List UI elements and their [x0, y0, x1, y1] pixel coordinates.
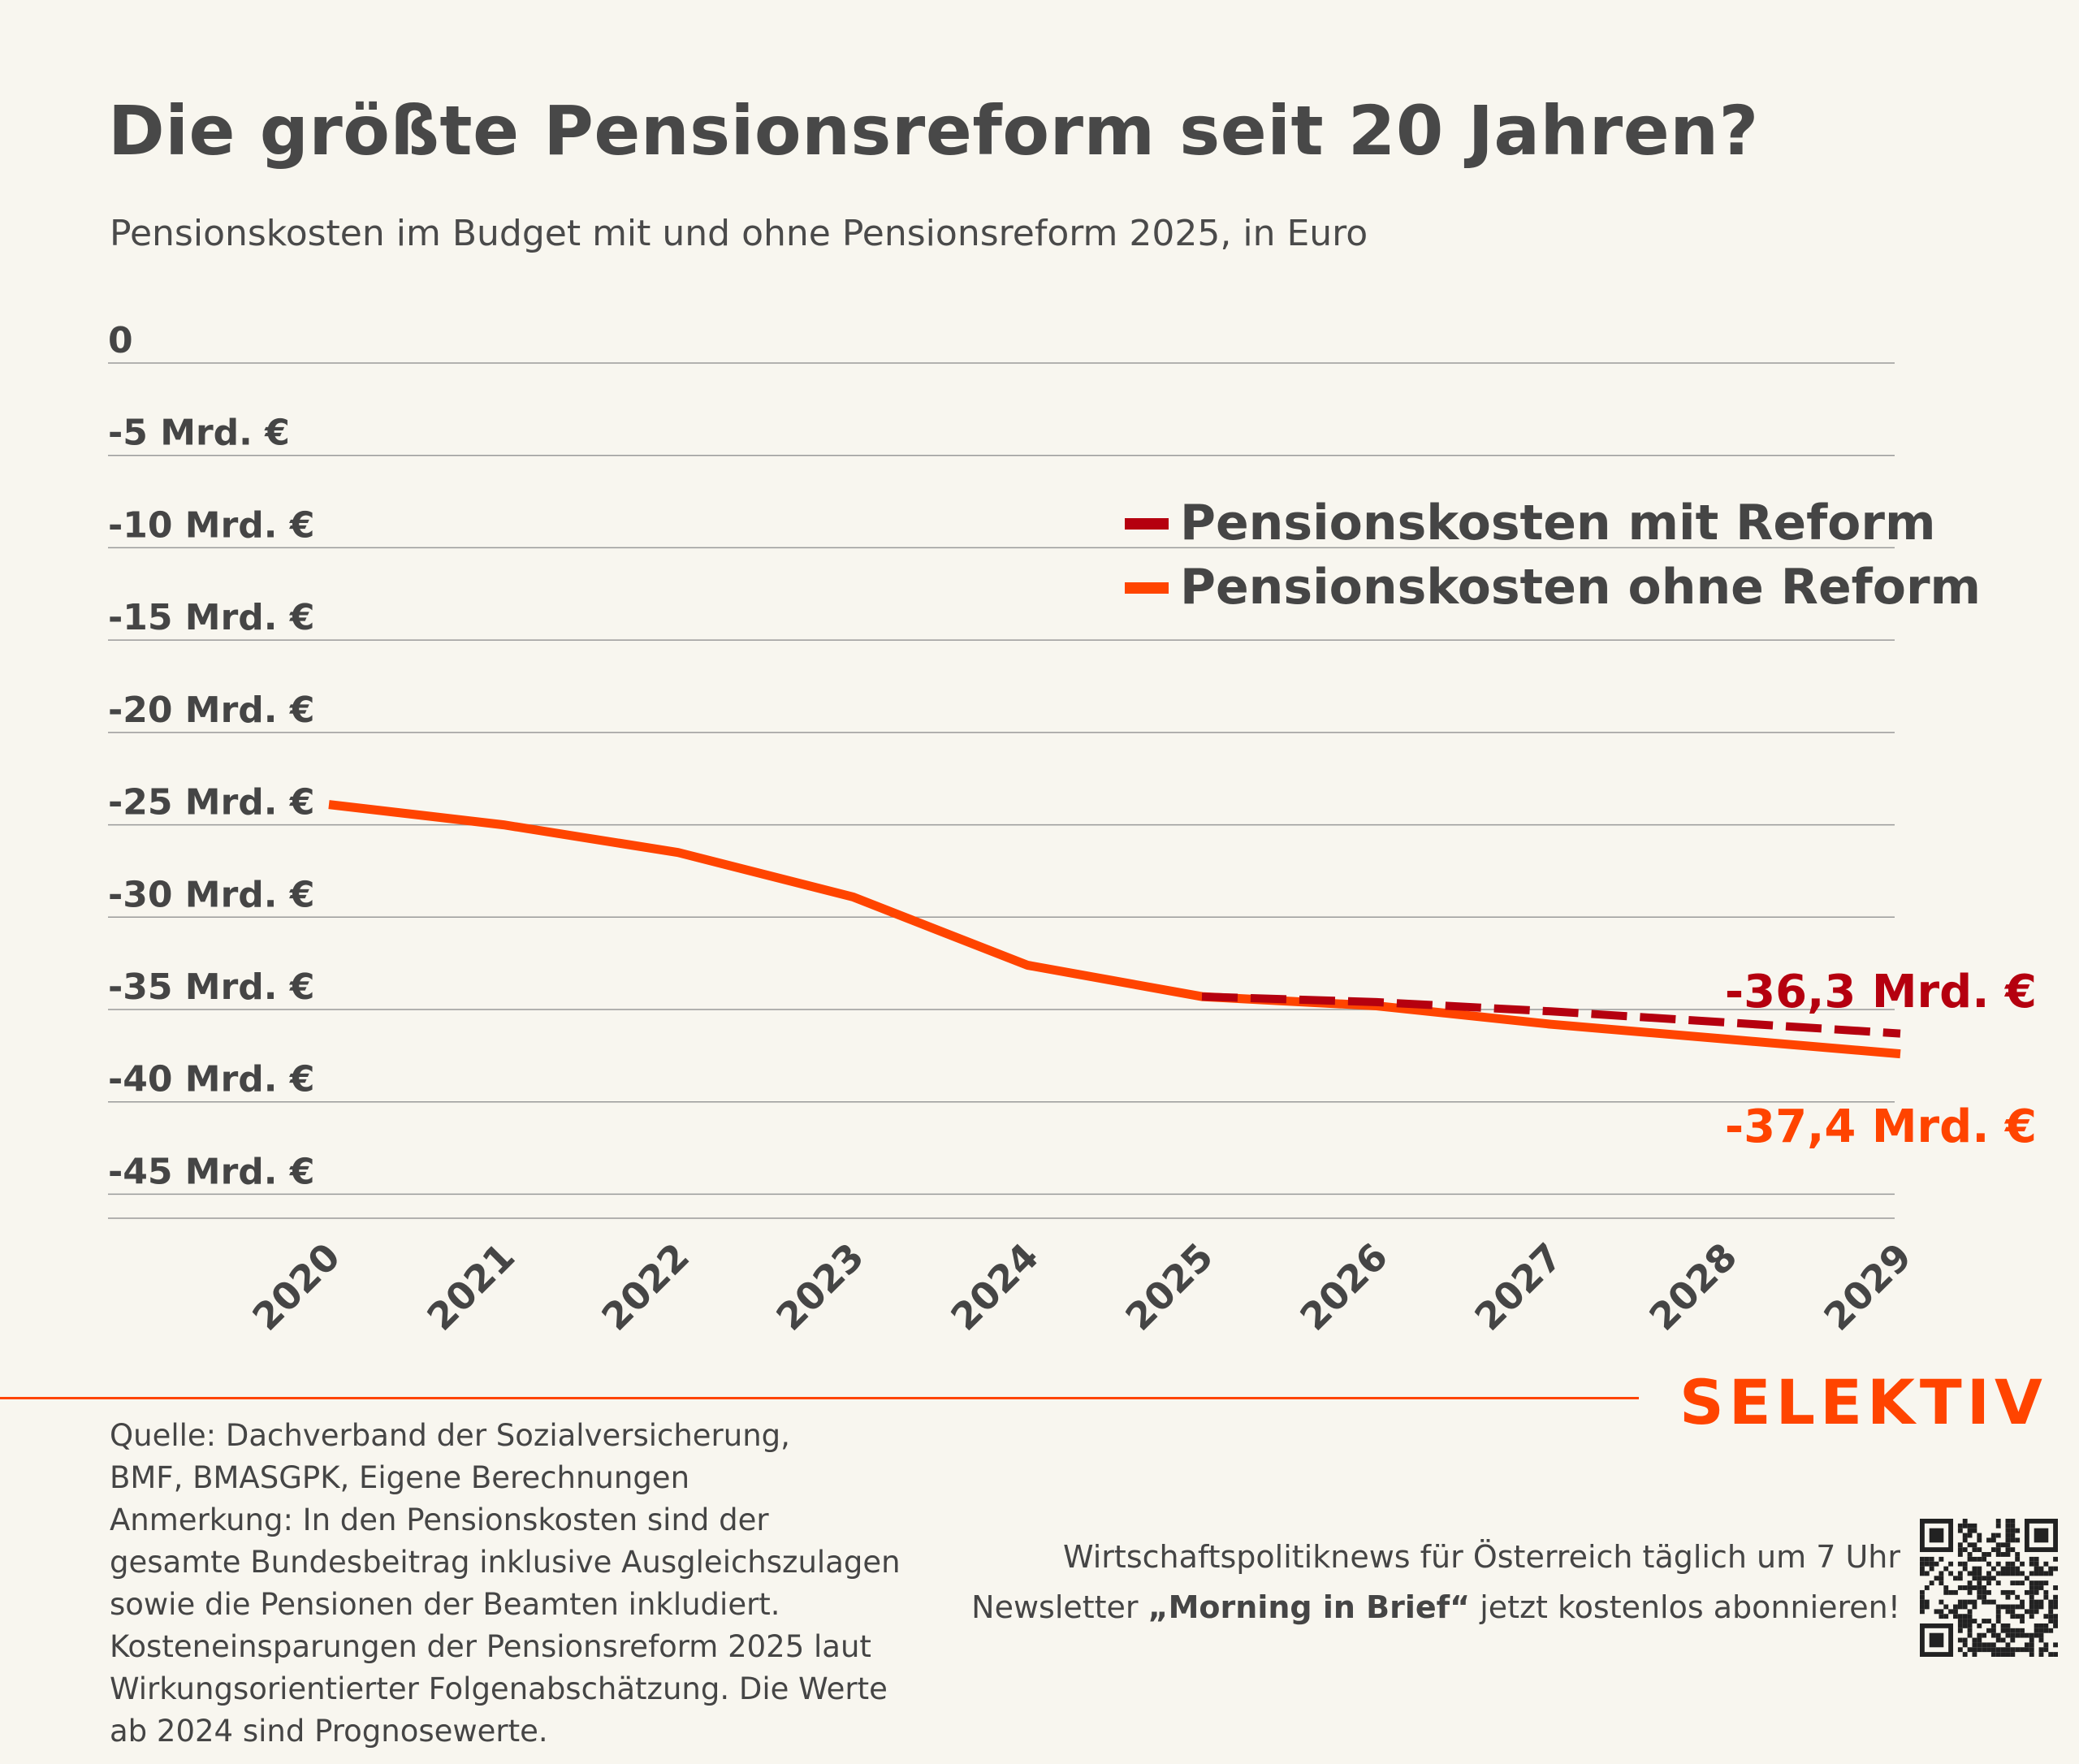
note-line: ab 2024 sind Prognosewerte. [110, 1714, 548, 1749]
x-tick-label: 2029 [1815, 1234, 1920, 1339]
legend-label: Pensionskosten mit Reform [1180, 495, 1936, 551]
qr-finder-pattern [1920, 1519, 1954, 1553]
newsletter-name: „Morning in Brief“ [1148, 1589, 1471, 1625]
newsletter-pre: Newsletter [971, 1589, 1148, 1625]
y-tick-label: -10 Mrd. € [108, 504, 314, 546]
y-tick-label: -25 Mrd. € [108, 782, 314, 824]
footer-divider [0, 1397, 1639, 1399]
note-line: gesamte Bundesbeitrag inklusive Ausgleic… [110, 1545, 901, 1580]
legend-swatch [1125, 582, 1169, 594]
note-line: Kosteneinsparungen der Pensionsreform 20… [110, 1629, 871, 1664]
legend-label: Pensionskosten ohne Reform [1180, 559, 1981, 616]
note-line: Wirkungsorientierter Folgenabschätzung. … [110, 1671, 888, 1706]
y-tick-label: -15 Mrd. € [108, 597, 314, 638]
y-tick-label: 0 [108, 320, 133, 361]
y-tick-label: -30 Mrd. € [108, 874, 314, 915]
x-tick-label: 2024 [942, 1234, 1047, 1339]
line-chart: 0 -5 Mrd. € -10 Mrd. € -15 Mrd. € -20 Mrd. €… [108, 320, 2037, 1339]
end-value-label: -37,4 Mrd. € [1725, 1100, 2037, 1153]
y-tick-label: -45 Mrd. € [108, 1151, 314, 1192]
note-line: Quelle: Dachverband der Sozialversicheru… [110, 1418, 790, 1453]
legend-swatch [1125, 518, 1169, 530]
qr-code-icon[interactable] [1920, 1519, 2058, 1657]
newsletter-promo[interactable]: Wirtschaftspolitiknews für Österreich tä… [971, 1532, 1900, 1632]
x-tick-label: 2020 [244, 1234, 348, 1339]
note-line: BMF, BMASGPK, Eigene Berechnungen [110, 1460, 690, 1495]
note-line: Anmerkung: In den Pensionskosten sind de… [110, 1502, 769, 1537]
y-tick-label: -35 Mrd. € [108, 966, 314, 1008]
series-line-ohne-reform [328, 800, 1901, 1059]
x-tick-label: 2026 [1291, 1234, 1396, 1339]
y-tick-label: -5 Mrd. € [108, 413, 290, 454]
x-tick-label: 2028 [1640, 1234, 1745, 1339]
brand-logo[interactable]: SELEKTIV [1679, 1366, 2047, 1438]
series-line-mit-reform [1201, 992, 1901, 1038]
newsletter-line-1: Wirtschaftspolitiknews für Österreich tä… [1063, 1539, 1900, 1575]
end-value-label: -36,3 Mrd. € [1725, 966, 2037, 1018]
x-tick-label: 2027 [1466, 1234, 1571, 1339]
x-tick-label: 2021 [418, 1234, 523, 1339]
x-tick-label: 2023 [767, 1234, 872, 1339]
qr-finder-pattern [2024, 1519, 2058, 1553]
chart-subtitle: Pensionskosten im Budget mit und ohne Pe… [110, 213, 1368, 254]
x-tick-label: 2025 [1117, 1234, 1221, 1339]
qr-finder-pattern [1920, 1623, 1954, 1657]
newsletter-post: jetzt kostenlos abonnieren! [1470, 1589, 1900, 1625]
note-line: sowie die Pensionen der Beamten inkludie… [110, 1587, 780, 1622]
y-tick-label: -20 Mrd. € [108, 690, 314, 731]
source-notes: Quelle: Dachverband der Sozialversicheru… [110, 1415, 901, 1753]
chart-title: Die größte Pensionsreform seit 20 Jahren… [108, 91, 1759, 171]
newsletter-line-2: Newsletter „Morning in Brief“ jetzt kost… [971, 1582, 1900, 1632]
y-tick-label: -40 Mrd. € [108, 1059, 314, 1100]
qr-modules [1920, 1519, 2058, 1657]
x-tick-label: 2022 [593, 1234, 698, 1339]
